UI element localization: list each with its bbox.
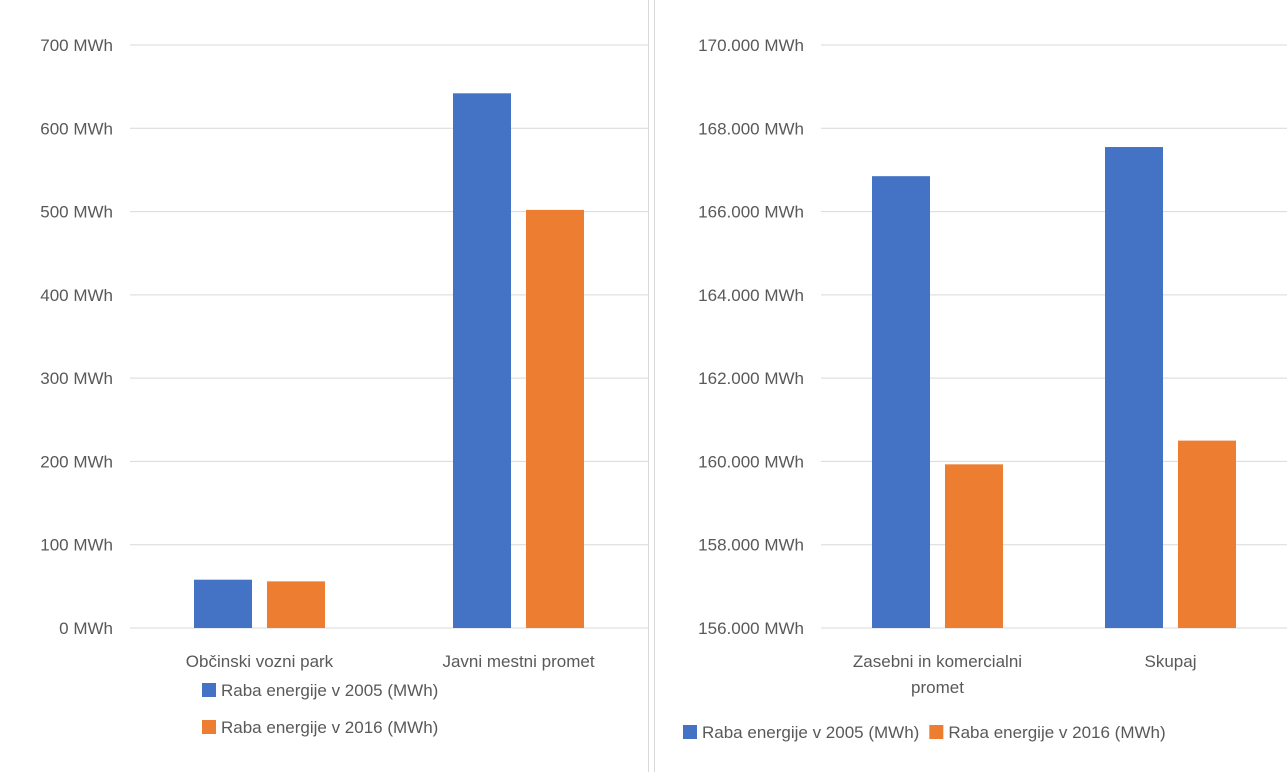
right-bar-2 (945, 464, 1003, 628)
chart-right-svg: 156.000 MWh 158.000 MWh 160.000 MWh 162.000… (683, 36, 1287, 742)
left-y-tick-label: 0 MWh (59, 619, 113, 638)
right-bar-2 (1178, 440, 1236, 628)
right-y-tick-label: 164.000 MWh (698, 286, 804, 305)
right-y-tick-label: 162.000 MWh (698, 369, 804, 388)
left-legend-label: Raba energije v 2016 (MWh) (221, 718, 438, 737)
left-x-category-label: Občinski vozni park (186, 652, 334, 671)
left-x-category-label: Javni mestni promet (442, 652, 594, 671)
right-y-tick-label: 170.000 MWh (698, 36, 804, 55)
right-legend-swatch (929, 725, 944, 739)
chart-right: 156.000 MWh 158.000 MWh 160.000 MWh 162.000… (654, 0, 1287, 772)
left-bar-2 (267, 581, 325, 628)
right-x-category-label: Skupaj (1145, 652, 1197, 671)
right-legend-label: Raba energije v 2016 (MWh) (948, 723, 1165, 742)
right-bar-1 (1105, 147, 1163, 628)
right-y-tick-label: 158.000 MWh (698, 536, 804, 555)
right-x-category-label: Zasebni in komercialni promet (853, 652, 1022, 697)
chart-left-svg: 0 MWh 100 MWh 200 MWh 300 MWh 400 MWh 500 MWh… (40, 36, 648, 737)
left-legend-swatch (202, 683, 216, 697)
left-legend-label: Raba energije v 2005 (MWh) (221, 681, 438, 700)
left-legend-swatch (202, 720, 216, 734)
right-y-tick-label: 156.000 MWh (698, 619, 804, 638)
left-bar-1 (194, 579, 252, 628)
right-y-tick-label: 168.000 MWh (698, 119, 804, 138)
right-bar-1 (872, 176, 930, 629)
left-y-tick-label: 700 MWh (40, 36, 113, 55)
left-y-tick-label: 300 MWh (40, 369, 113, 388)
chart-left: 0 MWh 100 MWh 200 MWh 300 MWh 400 MWh 500 MWh… (40, 0, 649, 772)
left-y-tick-label: 200 MWh (40, 452, 113, 471)
left-y-tick-label: 600 MWh (40, 119, 113, 138)
right-y-tick-label: 160.000 MWh (698, 452, 804, 471)
right-y-tick-label: 166.000 MWh (698, 203, 804, 222)
left-y-tick-label: 500 MWh (40, 203, 113, 222)
left-y-tick-label: 100 MWh (40, 536, 113, 555)
left-y-tick-label: 400 MWh (40, 286, 113, 305)
right-legend-label: Raba energije v 2005 (MWh) (702, 723, 919, 742)
right-legend-swatch (683, 725, 697, 739)
left-bar-2 (526, 209, 584, 629)
left-bar-1 (453, 93, 511, 628)
